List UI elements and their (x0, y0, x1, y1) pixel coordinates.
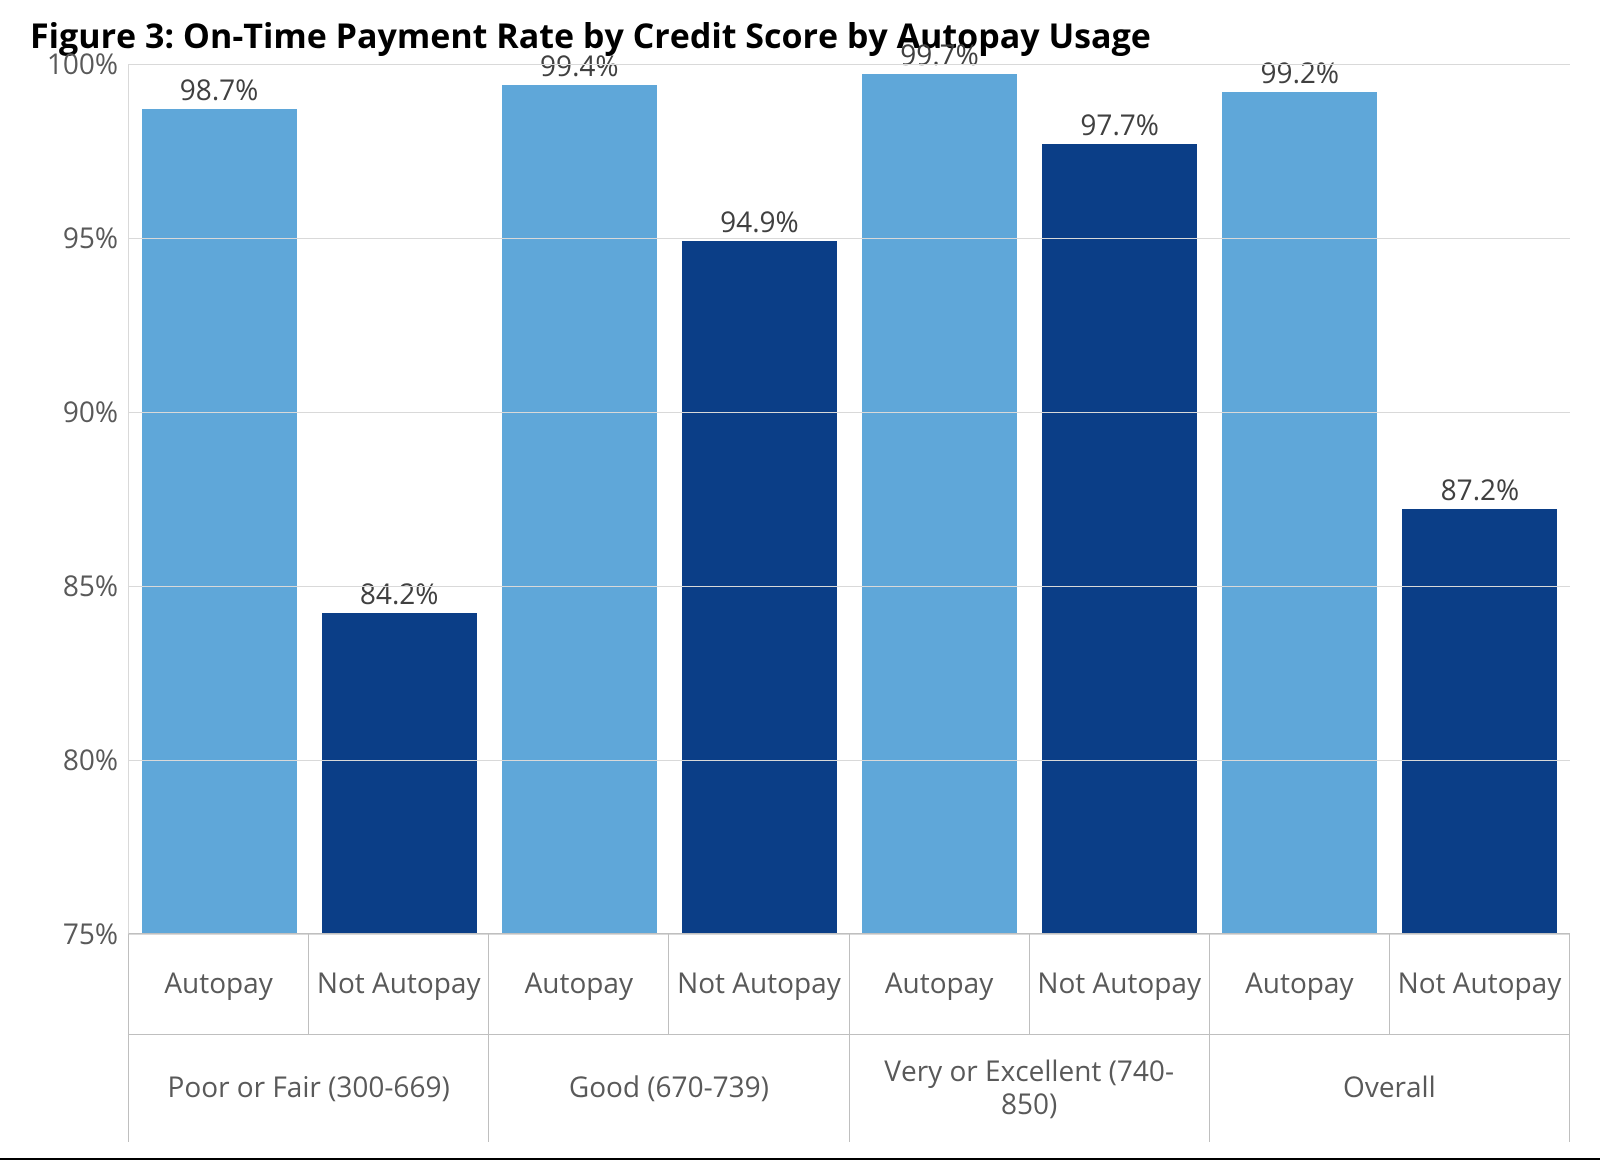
bar-slot: 94.9% (669, 64, 849, 933)
x-axis-group: AutopayNot AutopayVery or Excellent (740… (850, 934, 1210, 1142)
bar: 94.9% (682, 241, 837, 933)
x-axis-sub-row: AutopayNot Autopay (1210, 934, 1569, 1035)
x-axis-category-label: Very or Excellent (740-850) (850, 1035, 1209, 1143)
bar-slot: 99.7% (850, 64, 1030, 933)
x-axis-group: AutopayNot AutopayPoor or Fair (300-669) (129, 934, 489, 1142)
bar-value-label: 94.9% (720, 203, 799, 241)
gridline (129, 64, 1570, 65)
bar: 99.4% (502, 85, 657, 933)
bar-group: 98.7%84.2% (129, 64, 489, 933)
x-axis-series-label: Not Autopay (1390, 934, 1569, 1034)
bar-value-label: 99.2% (1261, 54, 1340, 92)
bar: 99.7% (862, 74, 1017, 933)
bar-slot: 99.4% (489, 64, 669, 933)
x-axis-series-label: Not Autopay (669, 934, 848, 1034)
gridline (129, 238, 1570, 239)
x-axis-group: AutopayNot AutopayOverall (1210, 934, 1570, 1142)
plot-area: 98.7%84.2%99.4%94.9%99.7%97.7%99.2%87.2% (128, 64, 1570, 934)
plot-column: 98.7%84.2%99.4%94.9%99.7%97.7%99.2%87.2%… (128, 64, 1570, 1142)
x-axis-sub-row: AutopayNot Autopay (850, 934, 1209, 1035)
figure-container: Figure 3: On-Time Payment Rate by Credit… (0, 0, 1600, 1160)
bar: 99.2% (1222, 92, 1377, 933)
y-tick-label: 90% (63, 393, 118, 431)
bar-value-label: 97.7% (1080, 106, 1159, 144)
gridline (129, 412, 1570, 413)
bar-value-label: 98.7% (180, 71, 259, 109)
y-tick-label: 95% (63, 219, 118, 257)
bar-slot: 97.7% (1030, 64, 1210, 933)
x-axis-category-label: Poor or Fair (300-669) (129, 1035, 488, 1143)
x-axis-series-label: Autopay (1210, 934, 1390, 1034)
chart-area: 75%80%85%90%95%100% 98.7%84.2%99.4%94.9%… (30, 64, 1570, 1142)
y-tick-label: 75% (63, 915, 118, 953)
bar: 84.2% (322, 613, 477, 933)
bar: 98.7% (142, 109, 297, 933)
x-axis-category-label: Good (670-739) (489, 1035, 848, 1143)
chart-title: Figure 3: On-Time Payment Rate by Credit… (30, 12, 1570, 58)
bar-group: 99.4%94.9% (489, 64, 849, 933)
bar-slot: 84.2% (309, 64, 489, 933)
gridline (129, 760, 1570, 761)
bar-value-label: 84.2% (360, 575, 439, 613)
x-axis-category-label: Overall (1210, 1035, 1569, 1143)
bar-slot: 99.2% (1210, 64, 1390, 933)
bar: 87.2% (1402, 509, 1557, 933)
bar: 97.7% (1042, 144, 1197, 933)
x-axis-group: AutopayNot AutopayGood (670-739) (489, 934, 849, 1142)
x-axis-series-label: Autopay (129, 934, 309, 1034)
y-tick-label: 80% (63, 741, 118, 779)
gridline (129, 586, 1570, 587)
x-axis-sub-row: AutopayNot Autopay (129, 934, 488, 1035)
y-tick-label: 100% (47, 45, 118, 83)
bar-slot: 87.2% (1390, 64, 1570, 933)
x-axis-series-label: Autopay (850, 934, 1030, 1034)
x-axis-series-label: Not Autopay (309, 934, 488, 1034)
bar-value-label: 87.2% (1441, 471, 1520, 509)
bar-value-label: 99.7% (900, 36, 979, 74)
x-axis-sub-row: AutopayNot Autopay (489, 934, 848, 1035)
x-axis-series-label: Autopay (489, 934, 669, 1034)
bar-value-label: 99.4% (540, 47, 619, 85)
x-axis-series-label: Not Autopay (1030, 934, 1209, 1034)
x-axis: AutopayNot AutopayPoor or Fair (300-669)… (128, 934, 1570, 1142)
bars-container: 98.7%84.2%99.4%94.9%99.7%97.7%99.2%87.2% (129, 64, 1570, 933)
y-axis: 75%80%85%90%95%100% (30, 64, 128, 1142)
y-tick-label: 85% (63, 567, 118, 605)
bar-group: 99.2%87.2% (1210, 64, 1570, 933)
bar-group: 99.7%97.7% (850, 64, 1210, 933)
bar-slot: 98.7% (129, 64, 309, 933)
